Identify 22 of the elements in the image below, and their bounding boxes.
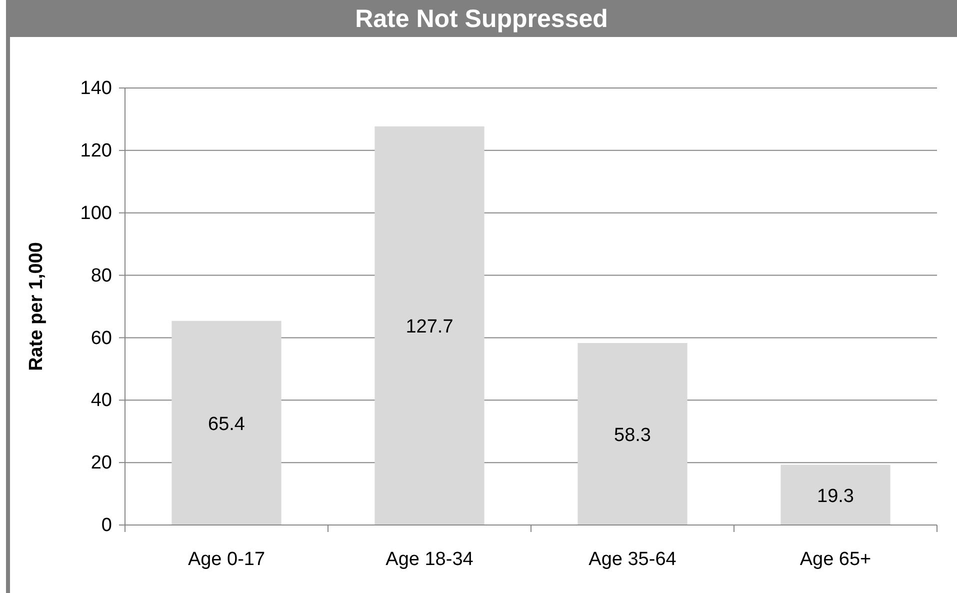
y-tick-label: 20 <box>90 452 112 474</box>
bar <box>172 320 282 525</box>
data-label: 65.4 <box>208 414 246 435</box>
y-tick-label: 120 <box>80 140 112 162</box>
x-tick-label: Age 0-17 <box>188 549 266 570</box>
bar <box>578 343 688 525</box>
y-tick-label: 140 <box>80 78 112 100</box>
x-tick-label: Age 35-64 <box>588 549 677 570</box>
data-label: 19.3 <box>817 486 854 507</box>
x-tick-label: Age 65+ <box>800 549 872 570</box>
y-axis-title: Rate per 1,000 <box>26 242 47 371</box>
chart-title: Rate Not Suppressed <box>355 5 608 33</box>
x-tick-label: Age 18-34 <box>386 549 474 570</box>
data-label: 58.3 <box>614 425 651 446</box>
bar <box>780 464 890 525</box>
bar <box>374 126 484 525</box>
y-tick-label: 0 <box>101 515 112 536</box>
y-tick-label: 40 <box>90 390 112 412</box>
y-tick-label: 60 <box>90 328 112 349</box>
data-label: 127.7 <box>406 316 454 338</box>
y-tick-label: 80 <box>90 265 112 286</box>
y-tick-label: 100 <box>80 202 112 224</box>
